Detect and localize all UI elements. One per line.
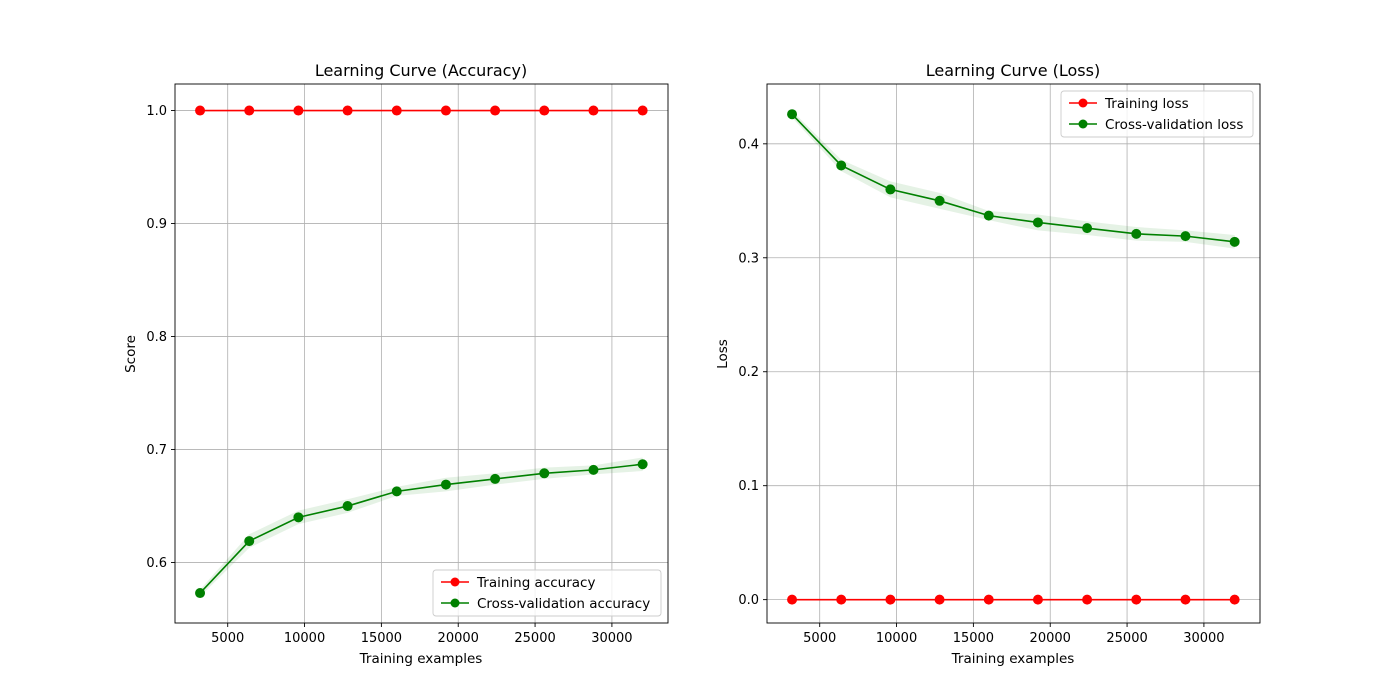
loss-cross-validation-loss-point (983, 210, 994, 221)
loss-training-loss-point (1131, 594, 1142, 605)
loss-x-tick-label: 20000 (1030, 631, 1071, 646)
accuracy-y-tick-label: 0.8 (146, 330, 167, 345)
accuracy-cross-validation-accuracy-point (440, 479, 451, 490)
accuracy-x-axis-label: Training examples (359, 651, 483, 667)
accuracy-y-axis-label: Score (123, 335, 139, 373)
accuracy-y-tick-label: 1.0 (146, 104, 167, 119)
accuracy-cross-validation-accuracy-point (637, 459, 648, 470)
accuracy-training-accuracy-point (391, 105, 402, 116)
loss-training-loss-point (836, 594, 847, 605)
accuracy-training-accuracy-point (637, 105, 648, 116)
loss-cross-validation-loss-point (934, 195, 945, 206)
accuracy-chart-panel: Learning Curve (Accuracy) Training examp… (123, 61, 669, 667)
accuracy-legend: Training accuracy Cross-validation accura… (432, 569, 662, 617)
loss-training-loss-legend-label: Training loss (1104, 96, 1189, 112)
accuracy-x-tick-label: 15000 (361, 631, 402, 646)
accuracy-legend-box (432, 569, 662, 617)
loss-y-tick-label: 0.4 (738, 137, 759, 152)
loss-training-loss-point (983, 594, 994, 605)
accuracy-training-accuracy-point (490, 105, 501, 116)
accuracy-cross-validation-accuracy-legend-marker (450, 598, 460, 608)
loss-x-tick-label: 30000 (1183, 631, 1224, 646)
accuracy-cross-validation-accuracy-point (342, 501, 353, 512)
loss-chart-panel: Learning Curve (Loss) Training examples … (715, 61, 1261, 667)
loss-plot-frame (766, 83, 1261, 624)
accuracy-y-tick-label: 0.7 (146, 443, 167, 458)
loss-cross-validation-loss-point (1180, 231, 1191, 242)
accuracy-cross-validation-accuracy-point (195, 588, 206, 599)
accuracy-cross-validation-accuracy-legend-label: Cross-validation accuracy (477, 596, 650, 612)
loss-cross-validation-loss-std-band (792, 110, 1235, 249)
loss-training-loss-point (885, 594, 896, 605)
accuracy-x-tick-label: 5000 (211, 631, 244, 646)
accuracy-x-tick-label: 20000 (438, 631, 479, 646)
loss-training-loss-point (1082, 594, 1093, 605)
accuracy-chart-title: Learning Curve (Accuracy) (315, 61, 527, 80)
loss-y-tick-label: 0.2 (738, 365, 759, 380)
loss-y-tick-label: 0.3 (738, 251, 759, 266)
loss-legend: Training loss Cross-validation loss (1060, 90, 1254, 138)
loss-cross-validation-loss-point (1082, 223, 1093, 234)
accuracy-training-accuracy-point (342, 105, 353, 116)
accuracy-training-accuracy-point (588, 105, 599, 116)
loss-training-loss-point (934, 594, 945, 605)
accuracy-cross-validation-accuracy-std-band (200, 457, 643, 597)
loss-chart-title: Learning Curve (Loss) (926, 61, 1100, 80)
accuracy-x-tick-label: 25000 (514, 631, 555, 646)
loss-training-loss-point (1032, 594, 1043, 605)
accuracy-y-tick-label: 0.9 (146, 217, 167, 232)
accuracy-y-tick-label: 0.6 (146, 556, 167, 571)
accuracy-x-tick-label: 10000 (284, 631, 325, 646)
accuracy-cross-validation-accuracy-point (244, 536, 255, 547)
loss-cross-validation-loss-point (787, 109, 798, 120)
accuracy-training-accuracy-point (244, 105, 255, 116)
loss-y-axis-label: Loss (715, 339, 731, 369)
accuracy-cross-validation-accuracy-point (293, 512, 304, 523)
accuracy-cross-validation-accuracy-point (391, 486, 402, 497)
loss-legend-box (1060, 90, 1254, 138)
loss-cross-validation-loss-point (885, 184, 896, 195)
accuracy-training-accuracy-legend-marker (450, 577, 460, 587)
loss-x-axis-label: Training examples (951, 651, 1075, 667)
loss-x-tick-label: 5000 (803, 631, 836, 646)
accuracy-x-tick-label: 30000 (591, 631, 632, 646)
loss-training-loss-point (1229, 594, 1240, 605)
accuracy-plot-frame (174, 83, 669, 624)
loss-y-tick-label: 0.0 (738, 593, 759, 608)
accuracy-cross-validation-accuracy-point (539, 468, 550, 479)
loss-cross-validation-loss-legend-label: Cross-validation loss (1105, 117, 1243, 133)
loss-cross-validation-loss-legend-marker (1078, 119, 1088, 129)
loss-cross-validation-loss-point (1229, 236, 1240, 247)
accuracy-training-accuracy-point (440, 105, 451, 116)
accuracy-training-accuracy-point (539, 105, 550, 116)
loss-cross-validation-loss-line (791, 113, 1235, 243)
loss-cross-validation-loss-point (1131, 228, 1142, 239)
loss-x-tick-label: 25000 (1106, 631, 1147, 646)
accuracy-training-accuracy-point (195, 105, 206, 116)
loss-x-tick-label: 15000 (953, 631, 994, 646)
accuracy-cross-validation-accuracy-line (199, 463, 643, 594)
accuracy-training-accuracy-point (293, 105, 304, 116)
accuracy-training-accuracy-legend-label: Training accuracy (476, 575, 595, 591)
loss-cross-validation-loss-point (1032, 217, 1043, 228)
loss-training-loss-point (787, 594, 798, 605)
loss-y-tick-label: 0.1 (738, 479, 759, 494)
loss-cross-validation-loss-point (836, 160, 847, 171)
loss-x-tick-label: 10000 (876, 631, 917, 646)
loss-training-loss-point (1180, 594, 1191, 605)
accuracy-cross-validation-accuracy-point (490, 473, 501, 484)
accuracy-cross-validation-accuracy-point (588, 464, 599, 475)
loss-training-loss-legend-marker (1078, 98, 1088, 108)
